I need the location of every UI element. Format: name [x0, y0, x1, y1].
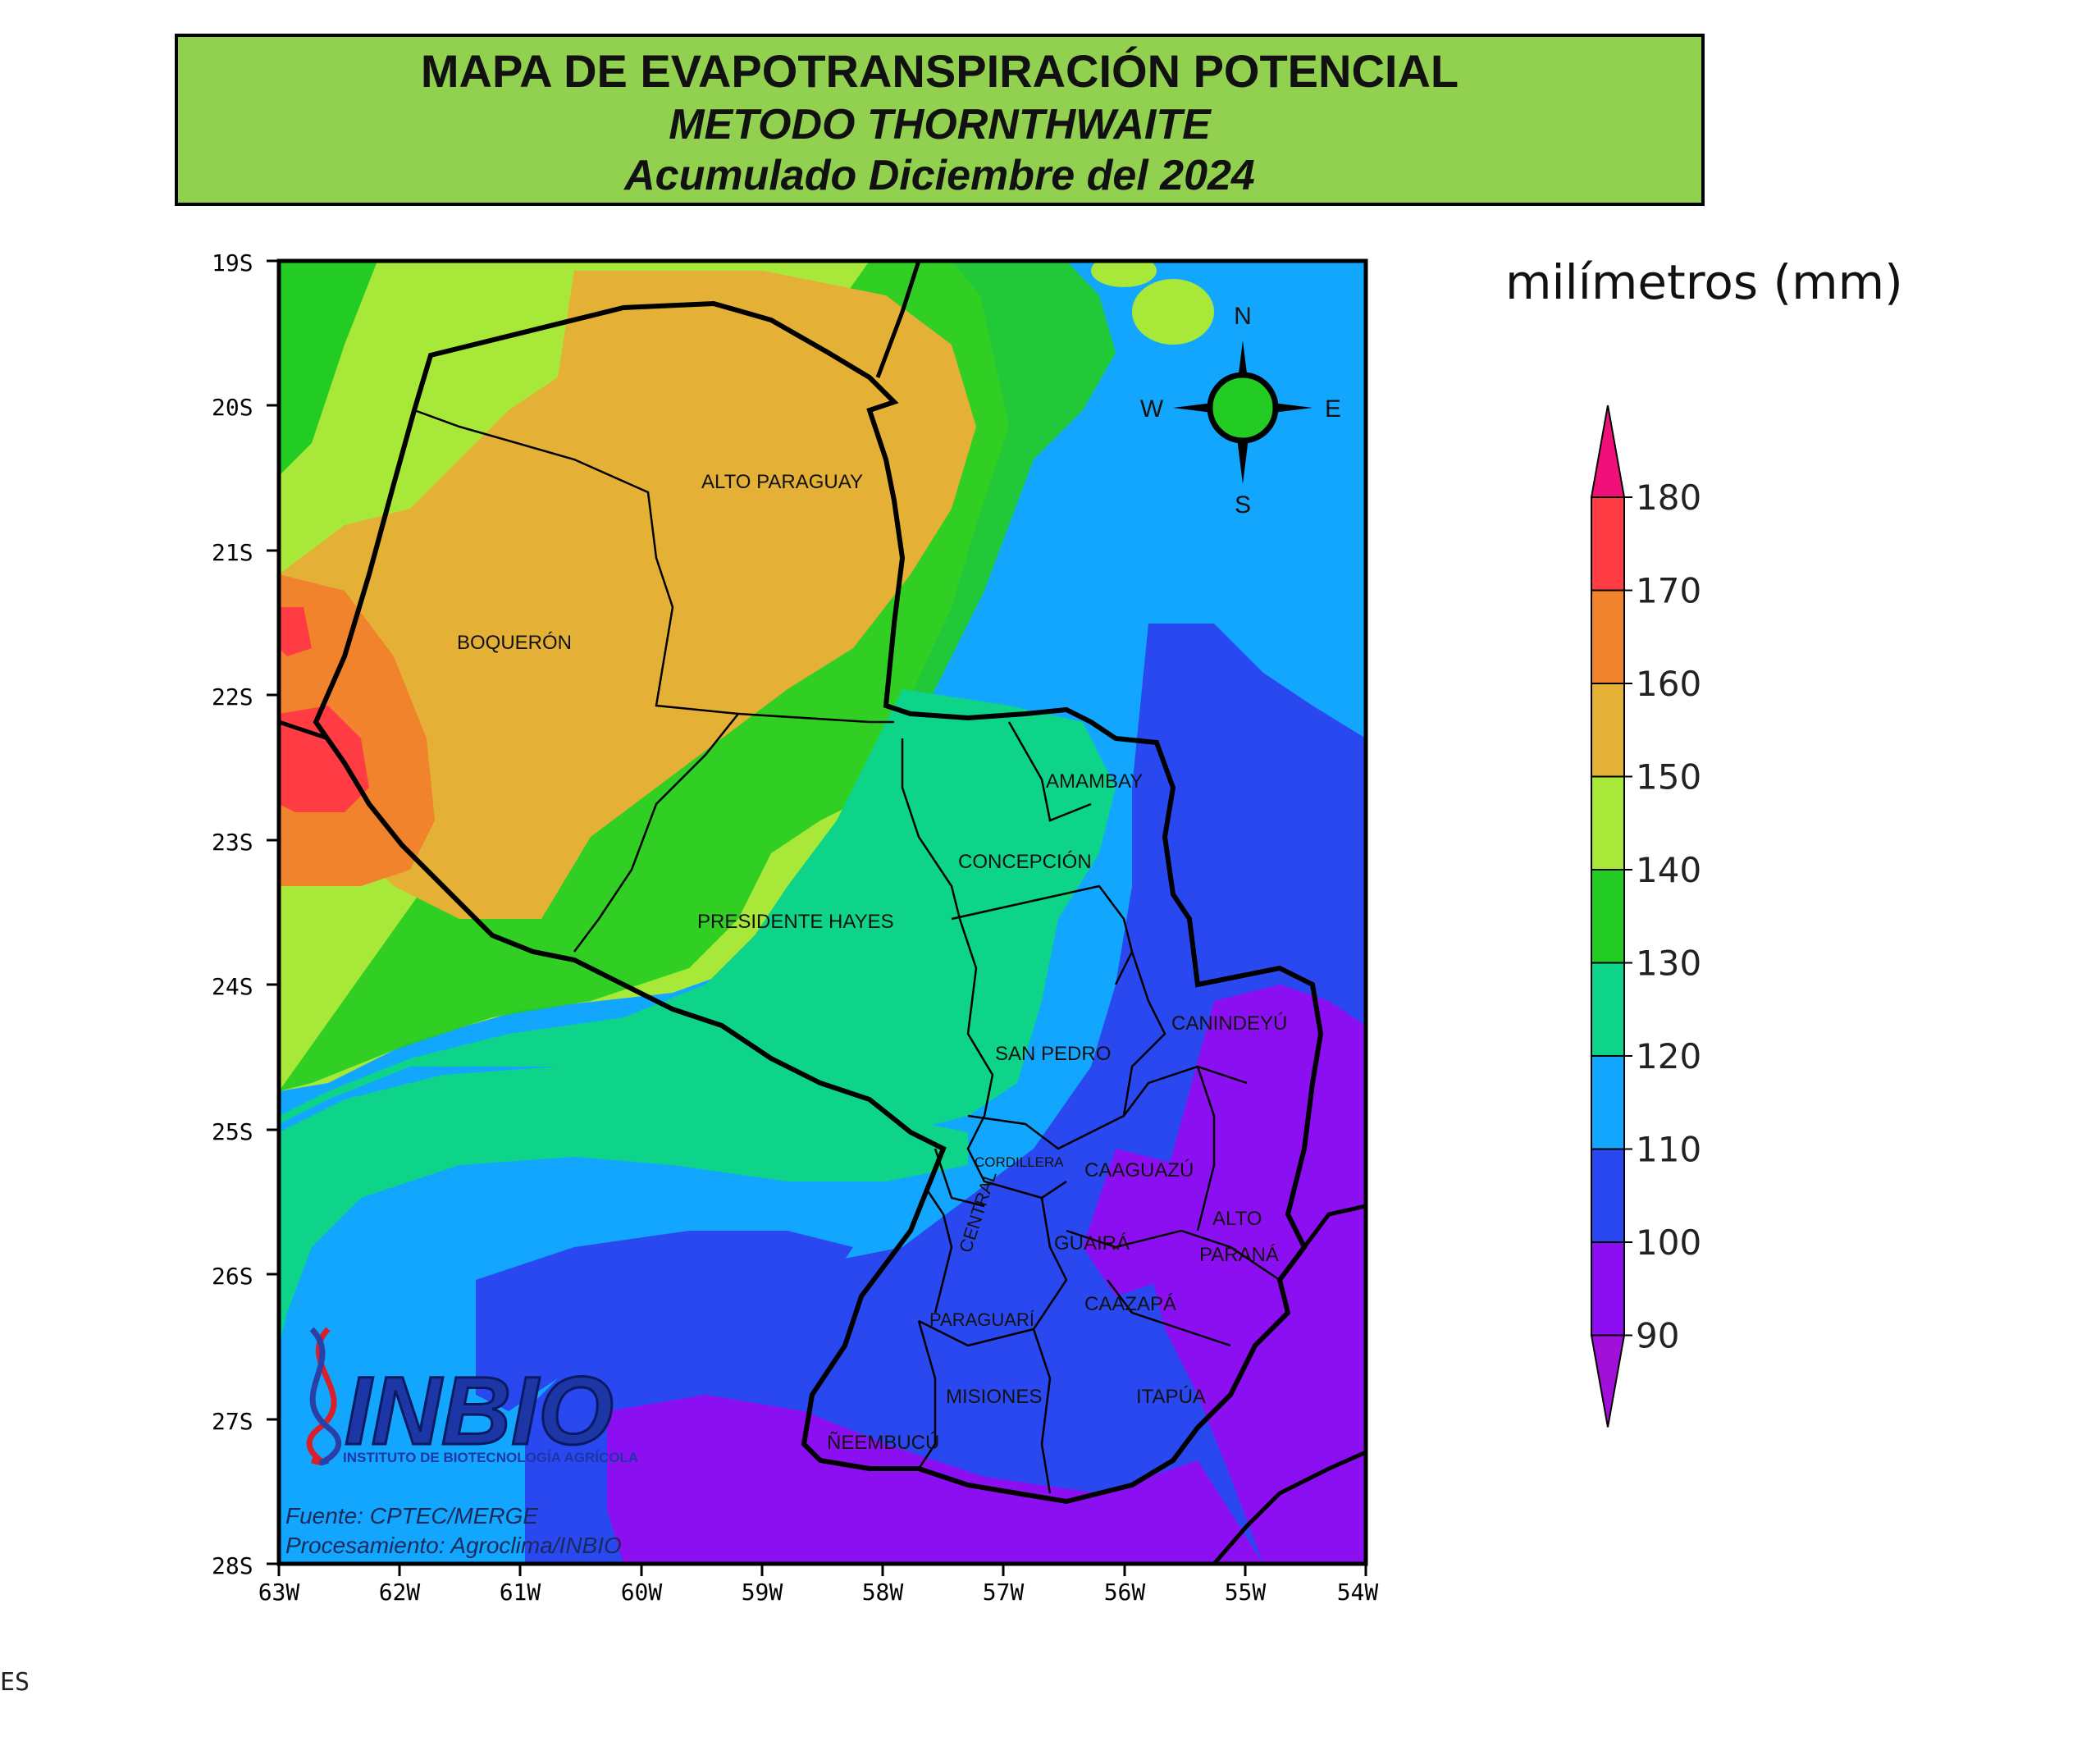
- legend-tick-label: 170: [1636, 571, 1701, 611]
- lon-tick-label: 56W: [1104, 1579, 1146, 1606]
- legend-tick-label: 100: [1636, 1222, 1701, 1263]
- region-label: CORDILLERA: [975, 1154, 1064, 1170]
- inbio-logo: INBIO INSTITUTO DE BIOTECNOLOGÍA AGRÍCOL…: [306, 1327, 638, 1467]
- region-label: BOQUERÓN: [457, 632, 572, 654]
- region-label: PARANÁ: [1199, 1244, 1279, 1266]
- lon-tick-label: 60W: [621, 1579, 663, 1606]
- legend-under-triangle: [1590, 1334, 1626, 1428]
- region-label: AMAMBAY: [1046, 770, 1143, 793]
- compass-north: N: [1234, 303, 1252, 330]
- map-period: Acumulado Diciembre del 2024: [624, 152, 1255, 199]
- compass-icon: [1207, 372, 1279, 444]
- lat-tick-label: 22S: [212, 683, 253, 711]
- legend-colorbar: 180 170 160 150 140 130 120 110 100 90: [1590, 404, 1701, 1428]
- legend-over-triangle: [1590, 404, 1626, 498]
- lat-tick-label: 28S: [212, 1552, 253, 1579]
- legend-color-swatch: [1591, 1055, 1625, 1150]
- region-labels: ALTO PARAGUAY BOQUERÓN AMAMBAY CONCEPCIÓ…: [457, 471, 1287, 1454]
- lon-tick-label: 58W: [862, 1579, 904, 1606]
- title-box: MAPA DE EVAPOTRANSPIRACIÓN POTENCIAL MET…: [175, 34, 1705, 206]
- region-label: SAN PEDRO: [995, 1043, 1111, 1065]
- region-label: PRESIDENTE HAYES: [697, 911, 894, 933]
- lat-tick-label: 23S: [212, 829, 253, 856]
- latitude-axis: 19S 20S 21S 22S 23S 24S 25S 26S 27S 28S: [212, 249, 279, 1579]
- legend-color-swatch: [1591, 775, 1625, 871]
- legend-color-swatch: [1591, 1148, 1625, 1243]
- lat-tick-label: 25S: [212, 1118, 253, 1145]
- lat-tick-label: 24S: [212, 973, 253, 1000]
- lat-tick-label: 21S: [212, 539, 253, 566]
- legend-unit-label: milímetros (mm): [1505, 254, 1903, 310]
- legend-color-swatch: [1591, 683, 1625, 778]
- compass-east: E: [1325, 395, 1341, 423]
- legend-color-swatch: [1591, 589, 1625, 684]
- legend-color-swatch: [1591, 496, 1625, 592]
- lon-tick-label: 61W: [500, 1579, 541, 1606]
- logo-wordmark: INBIO: [345, 1357, 614, 1465]
- lon-tick-label: 59W: [742, 1579, 783, 1606]
- paraguay-border: [313, 300, 1324, 1505]
- lon-tick-label: 55W: [1225, 1579, 1267, 1606]
- lon-tick-label: 54W: [1337, 1579, 1379, 1606]
- compass-south: S: [1235, 491, 1251, 519]
- map-frame: [276, 258, 1368, 1566]
- lat-tick-label: 20S: [212, 394, 253, 421]
- lat-tick-label: 27S: [212, 1408, 253, 1435]
- legend-tick-label: 130: [1636, 944, 1701, 984]
- legend-tick-label: 160: [1636, 664, 1701, 704]
- region-label: CAAGUAZÚ: [1084, 1159, 1194, 1181]
- region-label: ITAPÚA: [1136, 1386, 1206, 1408]
- map-method: METODO THORNTHWAITE: [669, 101, 1211, 149]
- lat-tick-label: 26S: [212, 1263, 253, 1290]
- legend-tick-label: 120: [1636, 1036, 1701, 1076]
- lon-tick-label: 62W: [379, 1579, 421, 1606]
- boundaries: [279, 261, 1366, 1564]
- region-label: CONCEPCIÓN: [958, 851, 1092, 873]
- legend-tick-label: 110: [1636, 1130, 1701, 1170]
- legend-tick-label: 150: [1636, 757, 1701, 797]
- legend-tick-label: 90: [1636, 1316, 1679, 1356]
- legend-color-swatch: [1591, 962, 1625, 1057]
- compass-west: W: [1140, 395, 1164, 423]
- stray-text: ES: [0, 1668, 30, 1697]
- region-label: PARAGUARÍ: [929, 1309, 1035, 1330]
- region-label: MISIONES: [946, 1386, 1042, 1408]
- lat-tick-label: 19S: [212, 249, 253, 276]
- lon-tick-label: 63W: [258, 1579, 300, 1606]
- region-label: ÑEEMBUCÚ: [827, 1432, 939, 1454]
- legend-tick-label: 180: [1636, 478, 1701, 518]
- evapotranspiration-field: [279, 261, 1366, 1564]
- compass-rose: N S E W: [1140, 303, 1341, 519]
- source-credit: Fuente: CPTEC/MERGE: [285, 1503, 538, 1529]
- lon-tick-label: 57W: [983, 1579, 1025, 1606]
- legend-color-swatch: [1591, 869, 1625, 964]
- processing-credit: Procesamiento: Agroclima/INBIO: [285, 1533, 622, 1558]
- legend-color-swatch: [1591, 1241, 1625, 1337]
- longitude-axis: 63W 62W 61W 60W 59W 58W 57W 56W 55W 54W: [258, 1564, 1379, 1606]
- region-label: CAAZAPÁ: [1084, 1293, 1176, 1315]
- region-label: ALTO PARAGUAY: [701, 471, 863, 493]
- region-label: ALTO: [1212, 1208, 1262, 1230]
- map-title: MAPA DE EVAPOTRANSPIRACIÓN POTENCIAL: [420, 45, 1459, 97]
- region-label: GUAIRÁ: [1054, 1232, 1130, 1254]
- region-label: CANINDEYÚ: [1171, 1012, 1287, 1035]
- logo-subtitle: INSTITUTO DE BIOTECNOLOGÍA AGRÍCOLA: [343, 1450, 638, 1465]
- legend-tick-label: 140: [1636, 850, 1701, 890]
